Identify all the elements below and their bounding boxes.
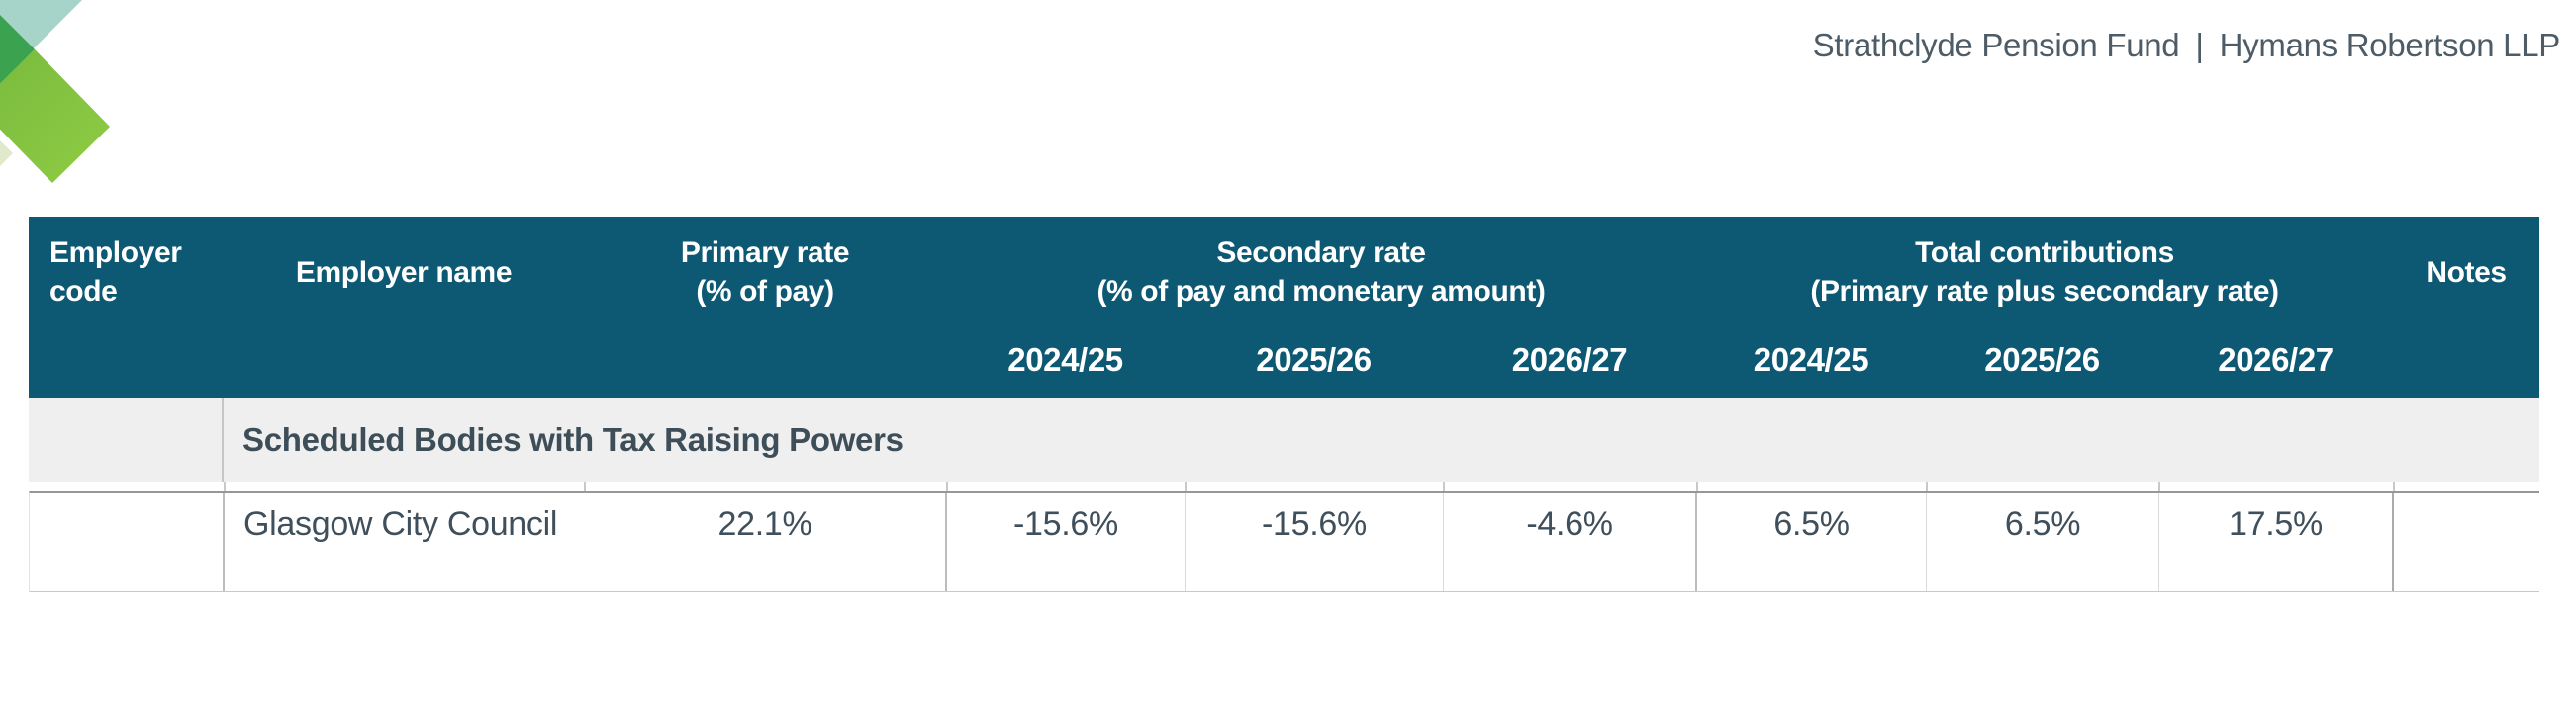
gap-tick: [2393, 482, 2395, 491]
fund-name: Strathclyde Pension Fund: [1812, 27, 2180, 63]
document-header-text: Strathclyde Pension Fund | Hymans Robertso…: [1812, 27, 2561, 64]
gap-tick: [2158, 482, 2160, 491]
total-contributions-line2: (Primary rate plus secondary rate): [1810, 275, 2279, 308]
gap-tick: [1185, 482, 1187, 491]
col-header-primary-rate: Primary rate (% of pay): [584, 217, 946, 327]
col-header-employer-code: Employer code: [49, 236, 182, 308]
section-row: Scheduled Bodies with Tax Raising Powers: [29, 398, 2539, 482]
cell-primary-rate: 22.1%: [585, 493, 947, 591]
col-header-notes: Notes: [2426, 255, 2507, 289]
year-header-secondary-2026-27: 2026/27: [1511, 341, 1628, 378]
gap-tick: [584, 482, 586, 491]
gap-tick: [1926, 482, 1928, 491]
year-header-total-2025-26: 2025/26: [1984, 341, 2100, 378]
cell-notes: [2394, 493, 2540, 591]
cell-secondary-2026-27: -4.6%: [1444, 493, 1697, 591]
table-row: Glasgow City Council 22.1% -15.6% -15.6%…: [29, 491, 2539, 592]
row-gap: [29, 482, 2539, 491]
primary-rate-line2: (% of pay): [696, 275, 834, 308]
cell-employer-name: Glasgow City Council: [243, 505, 558, 543]
secondary-rate-line2: (% of pay and monetary amount): [1097, 275, 1546, 308]
section-row-spacer: [29, 398, 224, 482]
section-title: Scheduled Bodies with Tax Raising Powers: [242, 420, 904, 458]
firm-name: Hymans Robertson LLP: [2219, 27, 2561, 63]
secondary-rate-line1: Secondary rate: [1216, 236, 1426, 269]
table-header: Employer code Employer name Primary rate…: [29, 217, 2539, 398]
col-group-secondary-rate: Secondary rate (% of pay and monetary am…: [946, 217, 1696, 327]
year-header-secondary-2025-26: 2025/26: [1256, 341, 1372, 378]
contribution-rates-table: Employer code Employer name Primary rate…: [29, 217, 2539, 592]
col-group-total-contributions: Total contributions (Primary rate plus s…: [1696, 217, 2393, 327]
gap-tick: [946, 482, 948, 491]
gap-tick: [1443, 482, 1445, 491]
cell-total-2026-27: 17.5%: [2159, 493, 2394, 591]
gap-tick: [1696, 482, 1698, 491]
logo-green-diamond: [0, 15, 35, 84]
cell-total-2024-25: 6.5%: [1697, 493, 1927, 591]
year-header-secondary-2024-25: 2024/25: [1007, 341, 1123, 378]
cell-secondary-2025-26: -15.6%: [1186, 493, 1444, 591]
cell-employer-code: [30, 493, 225, 591]
gap-tick: [224, 482, 226, 491]
cell-secondary-2024-25: -15.6%: [947, 493, 1186, 591]
cell-total-2025-26: 6.5%: [1927, 493, 2159, 591]
hymans-robertson-logo-icon: [0, 0, 110, 183]
total-contributions-line1: Total contributions: [1915, 236, 2174, 269]
year-header-total-2024-25: 2024/25: [1753, 341, 1869, 378]
primary-rate-line1: Primary rate: [680, 236, 850, 269]
col-header-employer-name: Employer name: [295, 255, 513, 289]
logo-pale-diamond: [0, 140, 13, 166]
logo-lime-diamond: [0, 49, 110, 183]
header-divider: |: [2195, 27, 2204, 63]
year-header-total-2026-27: 2026/27: [2218, 341, 2334, 378]
